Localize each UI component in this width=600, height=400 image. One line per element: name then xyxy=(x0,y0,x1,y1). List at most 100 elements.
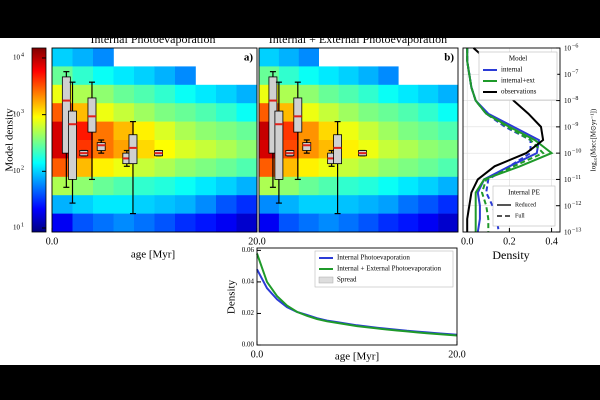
heatmap-cell xyxy=(216,158,237,178)
heatmap-cell xyxy=(378,195,399,214)
colorbar-tick-label: 10 xyxy=(13,167,21,175)
panel-title: Internal + External Photoevaporation xyxy=(269,32,447,46)
heatmap-cell xyxy=(318,84,339,104)
heatmap-cell xyxy=(216,84,237,104)
heatmap-cell xyxy=(93,103,114,122)
heatmap-cell xyxy=(134,195,155,214)
heatmap-cell xyxy=(259,158,280,178)
legend-label: Internal + External Photoevaporation xyxy=(337,265,442,273)
heatmap-cell xyxy=(195,140,217,159)
heatmap-cell xyxy=(216,103,237,122)
heatmap-cell xyxy=(134,84,155,104)
heatmap-cell xyxy=(259,176,280,196)
y-tick-label: 10 xyxy=(564,202,572,210)
top-bar xyxy=(0,0,600,38)
heatmap-cell xyxy=(154,84,176,104)
y-tick-label: 10 xyxy=(564,45,572,53)
heatmap-cell xyxy=(318,66,339,86)
heatmap-cell xyxy=(72,158,94,178)
heatmap-cell xyxy=(134,158,155,178)
heatmap-cell xyxy=(195,176,217,196)
heatmap-cell xyxy=(378,84,399,104)
heatmap-cell xyxy=(154,103,176,122)
heatmap-cell xyxy=(378,176,399,196)
heatmap-cell xyxy=(278,158,300,178)
panel-label: a) xyxy=(244,52,254,64)
heatmap-cell xyxy=(278,48,300,67)
heatmap-cell xyxy=(318,213,339,233)
heatmap-cell xyxy=(195,158,217,178)
heatmap-cell xyxy=(278,66,300,86)
heatmap-cell xyxy=(358,195,379,214)
heatmap-cell xyxy=(358,66,379,86)
y-tick-label: 0.06 xyxy=(242,246,255,254)
box xyxy=(96,142,106,151)
heatmap-cell xyxy=(259,213,280,233)
legend-label: observations xyxy=(501,88,537,96)
series-line xyxy=(256,253,458,337)
y-tick-exponent: −8 xyxy=(572,96,578,102)
heatmap-cell xyxy=(438,213,459,233)
heatmap-cell xyxy=(236,140,258,159)
heatmap-cell xyxy=(298,213,319,233)
y-tick-exponent: −10 xyxy=(572,149,581,155)
x-tick-label: 0.2 xyxy=(503,236,516,247)
heatmap-cell xyxy=(236,84,258,104)
heatmap-cell xyxy=(358,158,379,178)
heatmap-cell xyxy=(438,195,459,214)
heatmap-cell xyxy=(113,66,135,86)
heatmap-cell xyxy=(338,103,359,122)
heatmap-cell xyxy=(259,48,280,67)
heatmap-cell xyxy=(113,84,135,104)
legend-box xyxy=(314,250,454,288)
y-tick-label: 0.02 xyxy=(242,309,255,317)
heatmap-cell xyxy=(338,121,359,141)
heatmap-cell xyxy=(134,176,155,196)
axes-frame xyxy=(258,47,459,233)
y-tick-exponent: −6 xyxy=(572,43,578,49)
heatmap-cell xyxy=(93,66,114,86)
heatmap-cell xyxy=(398,176,419,196)
box xyxy=(293,97,303,133)
heatmap-cell xyxy=(398,103,419,122)
x-tick-label: 0.0 xyxy=(461,236,474,247)
heatmap-cell xyxy=(438,140,459,159)
heatmap-cell xyxy=(259,195,280,214)
heatmap-cell xyxy=(298,158,319,178)
heatmap-cell xyxy=(175,195,196,214)
heatmap-cell xyxy=(378,66,399,86)
series-line xyxy=(466,48,545,232)
heatmap-cell xyxy=(113,176,135,196)
heatmap-cell xyxy=(298,195,319,214)
colorbar-tick-label: 10 xyxy=(13,224,21,232)
heatmap-cell xyxy=(175,176,196,196)
x-axis-label: age [Myr] xyxy=(131,249,175,261)
x-axis-label: age [Myr] xyxy=(335,351,379,363)
y-tick-label: 10 xyxy=(564,71,572,79)
heatmap-cell xyxy=(298,48,319,67)
heatmap-cell xyxy=(113,103,135,122)
heatmap-cell xyxy=(134,121,155,141)
y-tick-exponent: −12 xyxy=(572,201,581,207)
heatmap-cell xyxy=(113,195,135,214)
heatmap-cell xyxy=(398,213,419,233)
heatmap-cell xyxy=(216,140,237,159)
legend-title: Internal PE xyxy=(508,189,540,197)
legend-label: Reduced xyxy=(515,202,536,208)
y-tick-label: 10 xyxy=(564,123,572,131)
heatmap-cell xyxy=(358,121,379,141)
heatmap-cell xyxy=(175,66,196,86)
heatmap-cell xyxy=(278,213,300,233)
legend-label: internal+ext xyxy=(501,77,535,85)
panel-label: b) xyxy=(444,52,454,64)
y-axis-label: log₁₀(Macc[M⊙yr⁻¹]) xyxy=(590,108,598,171)
y-tick-exponent: −7 xyxy=(572,70,578,76)
heatmap-cell xyxy=(72,48,94,67)
y-axis-label: Density xyxy=(226,279,238,314)
heatmap-cell xyxy=(318,103,339,122)
x-tick-label: 0.0 xyxy=(46,236,59,247)
colorbar-tick-exponent: 4 xyxy=(21,52,24,58)
heatmap-cell xyxy=(154,121,176,141)
heatmap-cell xyxy=(52,213,73,233)
box xyxy=(333,134,343,165)
